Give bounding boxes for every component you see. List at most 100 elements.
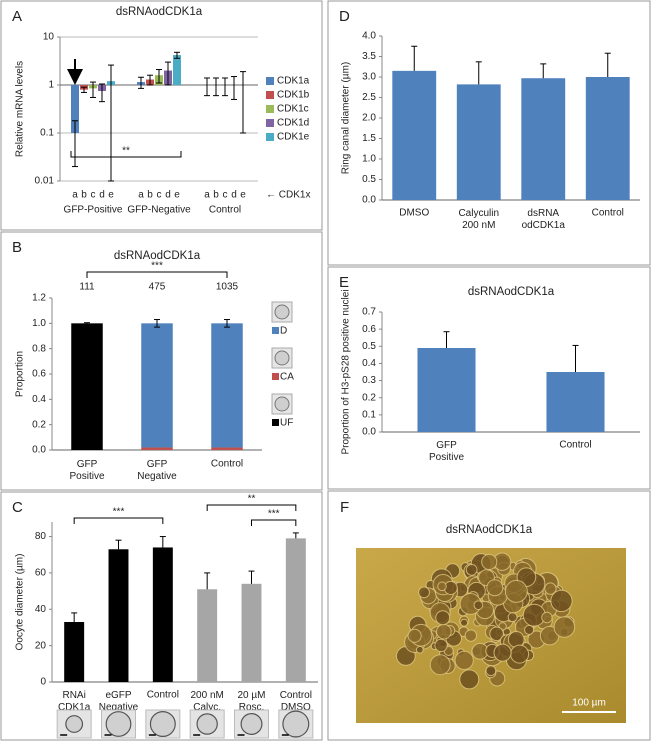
bar: [197, 589, 218, 682]
x-tick-label: RNAi CDK1a: [58, 690, 91, 713]
label-line: Calyc.: [193, 702, 221, 713]
x-tick-label: Control: [211, 459, 243, 470]
cell: [510, 644, 530, 664]
cell: [541, 611, 553, 624]
y-tick-label: 0.6: [362, 324, 376, 335]
x-tick-label: Calyculin 200 nM: [458, 208, 499, 231]
thumbnail-oocyte: [196, 713, 218, 735]
significance-label: **: [122, 146, 130, 157]
significance-label: ***: [268, 509, 280, 520]
bar: [392, 70, 437, 200]
x-tick-label: DMSO: [399, 208, 429, 219]
panel-letter: F: [340, 499, 349, 516]
x-tick-label: a: [204, 190, 210, 201]
panel-letter: A: [12, 8, 22, 25]
label-line: CDK1a: [58, 702, 91, 713]
y-tick-label: 40: [35, 604, 47, 615]
x-tick-label: d: [99, 190, 105, 201]
bar: [152, 547, 173, 682]
thumbnail-oocyte: [105, 711, 132, 737]
x-tick-label: c: [223, 190, 228, 201]
y-tick-label: 0.8: [32, 343, 46, 354]
cell: [436, 623, 452, 640]
label-line: DMSO: [281, 702, 311, 713]
x-tick-label: Control: [592, 208, 624, 219]
legend-swatch: [272, 327, 279, 334]
cell: [460, 618, 469, 627]
x-tick-label: b: [81, 190, 87, 201]
panel-letter: E: [339, 274, 349, 291]
cell: [434, 638, 448, 653]
label-line: 200 nM: [462, 220, 495, 231]
y-axis-label: Proportion: [15, 351, 26, 397]
legend-swatch: [272, 373, 279, 380]
y-tick-label: 10: [43, 32, 55, 43]
thumbnail-oocyte: [282, 710, 310, 738]
panel-border: [327, 0, 651, 266]
label-line: 200 nM: [190, 690, 223, 701]
significance-bracket: [86, 271, 228, 278]
significance-bracket: [251, 519, 297, 526]
cell: [435, 610, 451, 626]
x-group-label: GFP-Positive: [64, 205, 123, 216]
bar: [64, 622, 85, 682]
y-tick-label: 4.0: [362, 31, 376, 42]
bar: [285, 538, 306, 682]
legend-label: CDK1d: [277, 118, 309, 129]
legend-icon: [274, 304, 290, 320]
y-tick-label: 0.2: [362, 392, 376, 403]
y-tick-label: 0.4: [32, 394, 46, 405]
bar: [456, 84, 501, 200]
x-tick-label: a: [138, 190, 144, 201]
y-tick-label: 0.5: [362, 174, 376, 185]
cell: [437, 581, 447, 592]
label-line: GFP: [147, 459, 168, 470]
x-tick-label: d: [165, 190, 171, 201]
panel-border: [0, 491, 323, 741]
cell: [485, 665, 497, 677]
cell: [473, 600, 484, 611]
count-label: 1035: [216, 282, 239, 293]
legend-label: UF: [280, 418, 293, 429]
cell-cluster: [395, 552, 576, 690]
y-tick-label: 1.0: [362, 154, 376, 165]
y-tick-label: 60: [35, 568, 47, 579]
x-tick-label: e: [108, 190, 114, 201]
significance-label: ***: [113, 507, 125, 518]
x-tick-label: c: [91, 190, 96, 201]
label-line: GFP: [436, 440, 457, 451]
legend-label: CDK1a: [277, 76, 310, 87]
label-line: 20 µM: [238, 690, 266, 701]
x-tick-label: 200 nM Calyc.: [190, 690, 223, 713]
legend-swatch: [266, 77, 274, 85]
legend-swatch: [266, 133, 274, 141]
y-tick-label: 0.7: [362, 307, 376, 318]
significance-label: ***: [151, 261, 163, 272]
legend-icon: [274, 350, 290, 366]
bar: [173, 55, 181, 85]
y-tick-label: 0.0: [362, 427, 376, 438]
cell: [544, 582, 557, 595]
label-line: Positive: [69, 471, 104, 482]
y-tick-label: 2.5: [362, 92, 376, 103]
x-tick-label: c: [157, 190, 162, 201]
y-tick-label: 1.0: [32, 318, 46, 329]
label-line: Negative: [137, 471, 177, 482]
panel-title: dsRNAodCDK1a: [116, 6, 203, 18]
cell: [454, 650, 474, 671]
x-tick-label: e: [240, 190, 246, 201]
x-tick-label: Control: [559, 440, 591, 451]
legend-swatch: [272, 419, 279, 426]
legend-label: CDK1e: [277, 132, 310, 143]
y-axis-label: Proportion of H3-pS28 positive nuclei: [341, 289, 352, 454]
scale-bar-label: 100 µm: [572, 698, 606, 709]
thumbnail-oocyte: [240, 712, 263, 735]
cell: [550, 589, 573, 613]
y-tick-label: 0: [40, 677, 46, 688]
legend-label: D: [280, 326, 287, 337]
x-group-label: GFP-Negative: [127, 205, 191, 216]
y-axis-label: Oocyte diameter (µm): [15, 554, 26, 651]
cell: [507, 612, 518, 623]
cell: [493, 643, 512, 662]
cell: [407, 628, 422, 643]
